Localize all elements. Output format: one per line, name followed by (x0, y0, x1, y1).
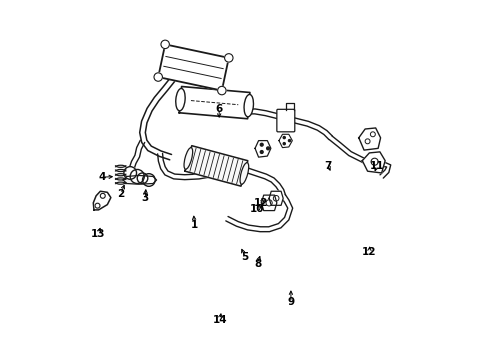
Text: 8: 8 (253, 259, 261, 269)
Ellipse shape (240, 163, 248, 184)
Circle shape (283, 136, 285, 139)
Polygon shape (158, 44, 228, 91)
Polygon shape (123, 175, 156, 184)
Circle shape (137, 173, 147, 184)
Polygon shape (179, 86, 249, 119)
Ellipse shape (183, 148, 192, 169)
Text: 5: 5 (241, 252, 248, 262)
Circle shape (283, 143, 285, 145)
Ellipse shape (175, 89, 185, 111)
Circle shape (130, 170, 144, 184)
Circle shape (266, 147, 269, 150)
Polygon shape (358, 128, 380, 150)
Circle shape (288, 140, 290, 142)
Text: 10: 10 (250, 204, 264, 214)
Circle shape (100, 193, 105, 198)
Polygon shape (255, 141, 270, 157)
Text: 7: 7 (324, 161, 331, 171)
Circle shape (154, 73, 162, 81)
Circle shape (224, 54, 233, 62)
Ellipse shape (244, 94, 253, 117)
FancyBboxPatch shape (276, 109, 294, 132)
Polygon shape (93, 191, 111, 210)
Circle shape (95, 203, 100, 208)
Circle shape (260, 150, 263, 153)
Text: 3: 3 (142, 193, 149, 203)
Text: 12: 12 (253, 198, 268, 207)
Text: 2: 2 (117, 189, 124, 199)
Polygon shape (362, 152, 385, 173)
Polygon shape (278, 134, 292, 148)
Circle shape (260, 143, 263, 146)
Text: 14: 14 (212, 315, 227, 325)
Circle shape (123, 167, 136, 179)
Text: 12: 12 (361, 247, 376, 257)
Polygon shape (268, 191, 283, 205)
Text: 13: 13 (91, 229, 105, 239)
Text: 1: 1 (190, 220, 198, 230)
Circle shape (217, 86, 225, 95)
Polygon shape (261, 195, 276, 211)
Text: 4: 4 (98, 172, 105, 182)
Text: 11: 11 (369, 161, 383, 171)
Circle shape (161, 40, 169, 49)
Text: 9: 9 (287, 297, 294, 307)
Circle shape (142, 174, 155, 186)
Text: 6: 6 (215, 104, 223, 114)
Polygon shape (184, 146, 247, 186)
